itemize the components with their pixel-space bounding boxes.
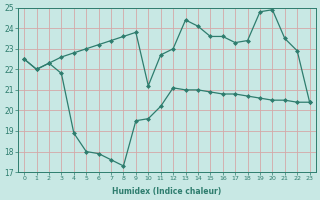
X-axis label: Humidex (Indice chaleur): Humidex (Indice chaleur) [112, 187, 221, 196]
